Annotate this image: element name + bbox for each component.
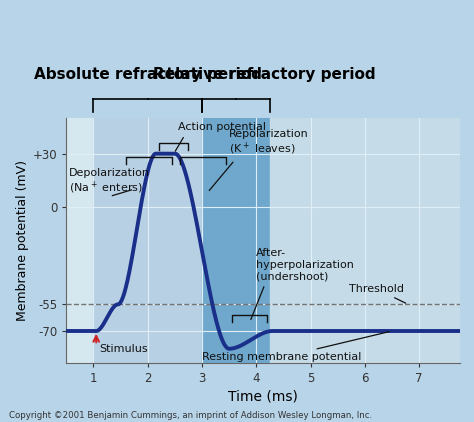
Text: Relative refractory period: Relative refractory period (153, 67, 376, 82)
Text: Stimulus: Stimulus (99, 344, 147, 354)
Y-axis label: Membrane potential (mV): Membrane potential (mV) (16, 160, 28, 321)
Text: Threshold: Threshold (348, 284, 406, 303)
Bar (66, 118, 93, 363)
Text: Resting membrane potential: Resting membrane potential (202, 332, 389, 362)
X-axis label: Time (ms): Time (ms) (228, 389, 298, 403)
Text: Depolarization
(Na$^+$ enters): Depolarization (Na$^+$ enters) (69, 168, 150, 197)
Bar (93, 118, 202, 363)
Text: After-
hyperpolarization
(undershoot): After- hyperpolarization (undershoot) (251, 248, 354, 319)
Text: Action potential: Action potential (175, 122, 265, 151)
Bar (202, 118, 270, 363)
Bar (270, 118, 460, 363)
Text: Copyright ©2001 Benjamin Cummings, an imprint of Addison Wesley Longman, Inc.: Copyright ©2001 Benjamin Cummings, an im… (9, 411, 373, 420)
Text: Repolarization
(K$^+$ leaves): Repolarization (K$^+$ leaves) (209, 129, 309, 190)
Text: Absolute refractory period: Absolute refractory period (34, 67, 262, 82)
